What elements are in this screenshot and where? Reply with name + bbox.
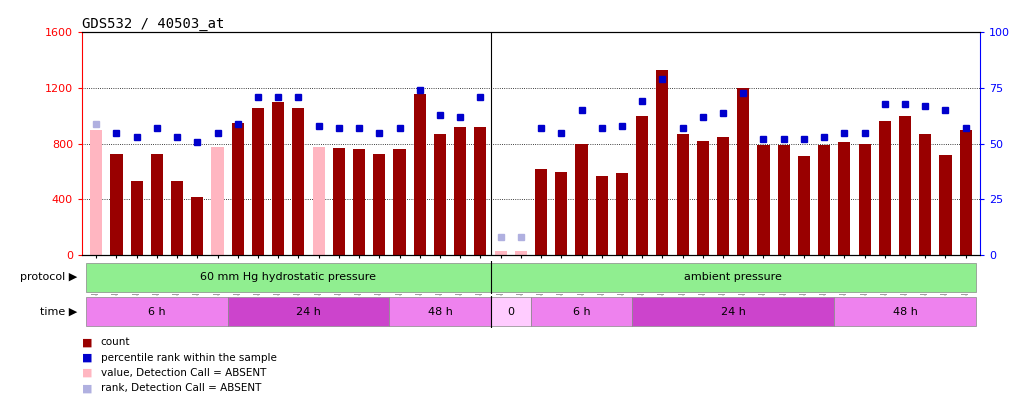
Bar: [919, 134, 932, 255]
Bar: [798, 156, 810, 255]
Bar: [515, 251, 527, 255]
Bar: [292, 108, 305, 255]
Text: rank, Detection Call = ABSENT: rank, Detection Call = ABSENT: [101, 384, 261, 393]
Text: ■: ■: [82, 384, 92, 393]
Bar: [632, 297, 834, 326]
Bar: [111, 153, 122, 255]
Text: count: count: [101, 337, 130, 347]
Bar: [838, 143, 851, 255]
Text: ■: ■: [82, 353, 92, 362]
Bar: [530, 297, 632, 326]
Bar: [393, 149, 405, 255]
Text: ■: ■: [82, 368, 92, 378]
Bar: [171, 181, 184, 255]
Bar: [959, 130, 972, 255]
Bar: [211, 147, 224, 255]
Bar: [313, 147, 324, 255]
Bar: [596, 176, 607, 255]
Bar: [495, 251, 507, 255]
Bar: [474, 127, 486, 255]
Text: 6 h: 6 h: [573, 307, 590, 317]
Bar: [676, 134, 688, 255]
Bar: [778, 145, 790, 255]
Text: 0: 0: [507, 307, 514, 317]
Bar: [455, 127, 466, 255]
Bar: [490, 297, 530, 326]
Bar: [434, 134, 446, 255]
Bar: [717, 137, 729, 255]
Text: GDS532 / 40503_at: GDS532 / 40503_at: [82, 17, 225, 31]
Bar: [535, 169, 547, 255]
Bar: [697, 141, 709, 255]
Bar: [86, 263, 490, 292]
Bar: [878, 122, 891, 255]
Bar: [413, 94, 426, 255]
Bar: [191, 197, 203, 255]
Text: 48 h: 48 h: [428, 307, 452, 317]
Bar: [252, 108, 264, 255]
Text: 24 h: 24 h: [297, 307, 321, 317]
Bar: [151, 153, 163, 255]
Bar: [738, 88, 749, 255]
Bar: [86, 297, 228, 326]
Bar: [899, 116, 911, 255]
Text: ambient pressure: ambient pressure: [684, 273, 782, 282]
Text: ■: ■: [82, 337, 92, 347]
Bar: [576, 144, 588, 255]
Bar: [555, 172, 567, 255]
Bar: [859, 144, 871, 255]
Text: 60 mm Hg hydrostatic pressure: 60 mm Hg hydrostatic pressure: [200, 273, 377, 282]
Bar: [834, 297, 976, 326]
Bar: [657, 70, 669, 255]
Bar: [272, 102, 284, 255]
Bar: [90, 130, 103, 255]
Bar: [390, 297, 490, 326]
Bar: [332, 148, 345, 255]
Text: value, Detection Call = ABSENT: value, Detection Call = ABSENT: [101, 368, 266, 378]
Bar: [228, 297, 390, 326]
Bar: [373, 153, 386, 255]
Text: 6 h: 6 h: [148, 307, 166, 317]
Bar: [636, 116, 648, 255]
Bar: [353, 149, 365, 255]
Bar: [757, 145, 770, 255]
Text: 24 h: 24 h: [720, 307, 746, 317]
Bar: [232, 123, 244, 255]
Bar: [130, 181, 143, 255]
Bar: [490, 263, 976, 292]
Bar: [818, 145, 830, 255]
Text: protocol ▶: protocol ▶: [19, 273, 77, 282]
Bar: [940, 155, 951, 255]
Text: 48 h: 48 h: [893, 307, 917, 317]
Text: time ▶: time ▶: [40, 307, 77, 317]
Bar: [616, 173, 628, 255]
Text: percentile rank within the sample: percentile rank within the sample: [101, 353, 276, 362]
